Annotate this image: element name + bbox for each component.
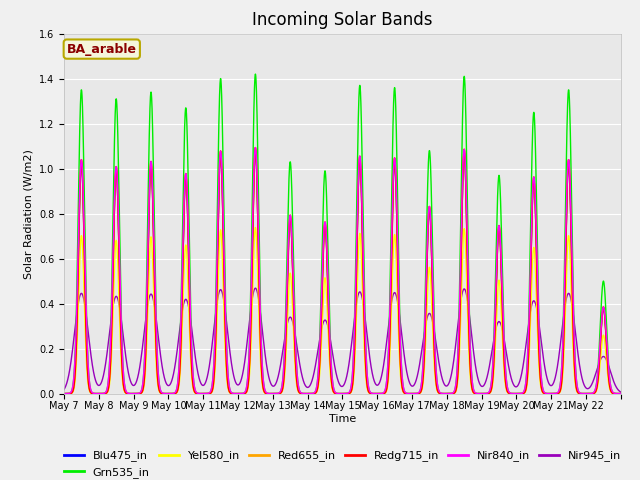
Yel580_in: [414, 391, 422, 396]
Grn535_in: [414, 390, 422, 396]
Nir945_in: [503, 351, 511, 357]
Yel580_in: [503, 388, 511, 394]
Redg715_in: [503, 386, 511, 392]
Red655_in: [262, 390, 269, 396]
Redg715_in: [414, 391, 422, 396]
Blu475_in: [262, 390, 269, 396]
Line: Redg715_in: Redg715_in: [64, 147, 621, 394]
Redg715_in: [390, 171, 397, 177]
Nir840_in: [390, 168, 397, 173]
Redg715_in: [262, 390, 269, 396]
Grn535_in: [262, 389, 269, 395]
Nir945_in: [60, 386, 68, 392]
Yel580_in: [617, 391, 625, 396]
Yel580_in: [390, 243, 397, 249]
Yel580_in: [252, 225, 259, 230]
Nir840_in: [252, 144, 259, 150]
Blu475_in: [414, 391, 422, 396]
Legend: Blu475_in, Grn535_in, Yel580_in, Red655_in, Redg715_in, Nir840_in, Nir945_in: Blu475_in, Grn535_in, Yel580_in, Red655_…: [60, 446, 625, 480]
Blu475_in: [503, 384, 511, 390]
Nir840_in: [617, 391, 625, 396]
Blu475_in: [60, 391, 68, 396]
Y-axis label: Solar Radiation (W/m2): Solar Radiation (W/m2): [23, 149, 33, 278]
Nir945_in: [252, 285, 259, 291]
Line: Grn535_in: Grn535_in: [64, 74, 621, 394]
Blu475_in: [390, 173, 397, 179]
Red655_in: [617, 391, 625, 396]
Grn535_in: [503, 379, 511, 385]
Title: Incoming Solar Bands: Incoming Solar Bands: [252, 11, 433, 29]
X-axis label: Time: Time: [329, 414, 356, 424]
Blu475_in: [617, 391, 625, 396]
Redg715_in: [88, 391, 96, 396]
Nir945_in: [617, 389, 625, 395]
Red655_in: [252, 144, 259, 150]
Blu475_in: [88, 390, 96, 396]
Yel580_in: [88, 391, 96, 396]
Red655_in: [414, 391, 422, 396]
Line: Red655_in: Red655_in: [64, 147, 621, 394]
Blu475_in: [473, 391, 481, 396]
Yel580_in: [60, 391, 68, 396]
Grn535_in: [473, 391, 481, 396]
Nir945_in: [473, 371, 481, 377]
Nir840_in: [473, 391, 481, 396]
Text: BA_arable: BA_arable: [67, 43, 137, 56]
Redg715_in: [252, 144, 259, 150]
Line: Yel580_in: Yel580_in: [64, 228, 621, 394]
Nir840_in: [503, 379, 511, 384]
Grn535_in: [617, 391, 625, 396]
Red655_in: [473, 391, 481, 396]
Line: Blu475_in: Blu475_in: [64, 151, 621, 394]
Blu475_in: [252, 148, 259, 154]
Red655_in: [503, 385, 511, 391]
Nir945_in: [262, 356, 269, 361]
Red655_in: [60, 391, 68, 396]
Redg715_in: [473, 391, 481, 396]
Yel580_in: [262, 391, 269, 396]
Grn535_in: [88, 390, 96, 396]
Nir840_in: [88, 389, 96, 395]
Grn535_in: [390, 102, 397, 108]
Redg715_in: [60, 391, 68, 396]
Red655_in: [390, 171, 397, 177]
Nir945_in: [88, 360, 96, 365]
Line: Nir840_in: Nir840_in: [64, 147, 621, 394]
Redg715_in: [617, 391, 625, 396]
Nir945_in: [390, 291, 397, 297]
Line: Nir945_in: Nir945_in: [64, 288, 621, 392]
Nir840_in: [262, 389, 269, 395]
Nir840_in: [60, 391, 68, 396]
Grn535_in: [60, 391, 68, 396]
Red655_in: [88, 390, 96, 396]
Yel580_in: [473, 391, 481, 396]
Grn535_in: [252, 71, 259, 77]
Nir840_in: [414, 390, 422, 396]
Nir945_in: [414, 371, 422, 377]
